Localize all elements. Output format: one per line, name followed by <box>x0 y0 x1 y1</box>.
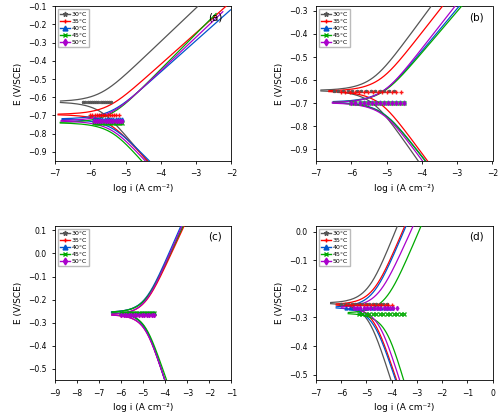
Text: (a): (a) <box>208 13 223 23</box>
Legend: 30°C, 35°C, 40°C, 45°C, 50°C: 30°C, 35°C, 40°C, 45°C, 50°C <box>319 229 350 266</box>
Legend: 30°C, 35°C, 40°C, 45°C, 50°C: 30°C, 35°C, 40°C, 45°C, 50°C <box>319 9 350 47</box>
X-axis label: log i (A cm⁻²): log i (A cm⁻²) <box>374 184 434 193</box>
X-axis label: log i (A cm⁻²): log i (A cm⁻²) <box>113 403 174 412</box>
Text: (b): (b) <box>470 13 484 23</box>
Y-axis label: E (V/SCE): E (V/SCE) <box>274 282 283 324</box>
Legend: 30°C, 35°C, 40°C, 45°C, 50°C: 30°C, 35°C, 40°C, 45°C, 50°C <box>58 229 89 266</box>
Text: (c): (c) <box>208 232 222 242</box>
Y-axis label: E (V/SCE): E (V/SCE) <box>14 282 22 324</box>
Y-axis label: E (V/SCE): E (V/SCE) <box>14 62 22 104</box>
X-axis label: log i (A cm⁻²): log i (A cm⁻²) <box>113 184 174 193</box>
Y-axis label: E (V/SCE): E (V/SCE) <box>274 62 283 104</box>
Text: (d): (d) <box>470 232 484 242</box>
X-axis label: log i (A cm⁻²): log i (A cm⁻²) <box>374 403 434 412</box>
Legend: 30°C, 35°C, 40°C, 45°C, 50°C: 30°C, 35°C, 40°C, 45°C, 50°C <box>58 9 89 47</box>
